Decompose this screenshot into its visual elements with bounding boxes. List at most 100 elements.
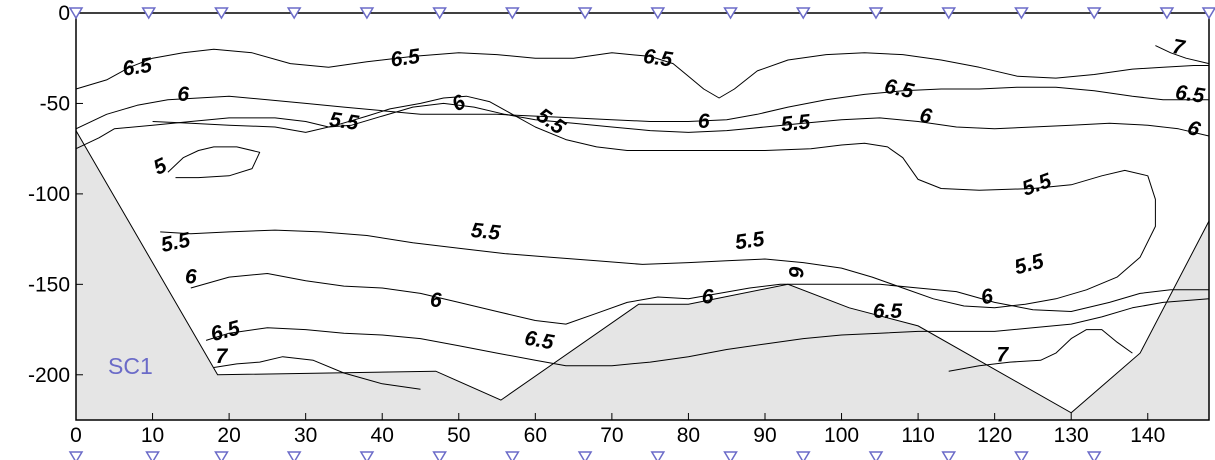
contour-line-5-5 [152,95,1156,309]
station-marker-top [214,7,229,20]
station-marker-top [432,7,447,20]
contour-line-6 [75,102,1210,150]
y-tick-label: -150 [28,273,70,296]
contour-line-7 [948,329,1133,372]
contour-label: 6.5 [389,45,421,72]
station-marker-top [286,7,302,20]
contour-label: 6.5 [523,327,556,355]
x-tick-label: 0 [70,424,82,447]
station-marker-top [941,7,957,20]
station-marker-bottom [505,451,520,460]
contour-label: 5.5 [470,219,502,245]
station-marker-top [141,7,157,20]
contour-label: 6.5 [208,316,242,346]
x-tick-label: 100 [824,424,859,447]
contour-label: 6 [702,285,714,308]
seabed-outline [75,130,1210,414]
x-tick-label: 20 [217,424,240,447]
contour-line-7 [1155,45,1210,65]
x-tick-label: 30 [294,424,317,447]
x-tick-label: 140 [1130,424,1165,447]
contour-label: 6.5 [882,75,916,104]
plot-frame [75,12,1210,421]
station-marker-top [1014,7,1029,20]
station-marker-top [650,7,666,20]
station-marker-top [359,7,375,20]
contour-label: 7 [996,343,1009,366]
x-tick-label: 130 [1054,424,1089,447]
station-marker-bottom [359,451,375,460]
seabed-fill [76,130,1209,420]
station-marker-bottom [68,451,84,460]
x-tick-label: 70 [600,424,623,447]
contour-label: 6.5 [873,300,903,323]
x-tick-label: 60 [524,424,547,447]
station-marker-bottom [577,451,593,460]
y-tick-label: -100 [28,183,70,206]
contour-label: 5.5 [328,108,360,135]
x-tick-label: 110 [901,424,934,447]
contour-label: 5.5 [1019,169,1055,201]
contour-label: 5.5 [780,110,812,136]
x-tick-label: 40 [371,424,394,447]
contour-label: 6.5 [1174,81,1206,108]
contour-line-7 [213,356,421,390]
station-marker-top [1159,7,1175,20]
y-axis: 0 -50 -100 -150 -200 [28,2,83,387]
contour-lines [75,45,1210,390]
station-marker-top [795,7,811,20]
contour-label: 5.5 [734,227,766,254]
contour-line-6-5 [205,298,1210,367]
contour-label: 6 [979,285,995,310]
station-marker-top [505,7,520,20]
contour-label: 7 [216,345,229,368]
contour-label: 5 [150,154,171,180]
y-tick-label: 0 [58,2,70,25]
station-marker-top [577,7,593,20]
x-tick-label: 90 [753,424,776,447]
contour-label: 6 [430,289,442,312]
contour-labels: 6.5 6.5 6.56.5 6.576 65.5 5.5 6 5.5 6 655.55.5 5.5… [121,35,1206,368]
station-marker-top [1086,7,1102,20]
contour-label: 5.5 [159,228,193,257]
x-tick-label: 80 [677,424,700,447]
contour-label: 6 [177,83,189,106]
station-markers [68,7,1215,460]
contour-label: 6 [448,90,469,116]
station-marker-bottom [145,451,160,460]
x-tick-label: 120 [977,424,1012,447]
station-marker-bottom [941,451,957,460]
contour-label: 6 [698,110,710,133]
contour-label: 6 [784,266,807,278]
x-axis: 0 10 20 30 40 50 60 70 80 90 100 110 120 130 140 [70,413,1165,447]
station-marker-bottom [795,451,811,460]
contour-label: 6 [918,104,935,129]
contour-line-6-5 [75,48,1209,99]
station-marker-top [723,7,738,20]
station-marker-top [868,7,884,20]
contour-line-6 [75,86,1209,130]
station-marker-bottom [214,451,229,460]
contour-label: 5.5 [532,104,569,140]
contour-label: 5.5 [1012,249,1046,279]
contour-line-5 [167,146,261,179]
station-label: SC1 [108,353,153,379]
station-marker-top [1201,7,1215,20]
y-tick-label: -50 [40,92,70,115]
x-tick-label: 50 [447,424,470,447]
station-marker-top [68,7,84,20]
x-tick-label: 10 [141,424,164,447]
station-marker-bottom [432,451,447,460]
station-marker-bottom [650,451,666,460]
station-marker-bottom [723,451,738,460]
contour-label: 6.5 [642,45,674,72]
seabed-area [75,130,1210,420]
contour-label: 6 [1184,116,1203,142]
contour-label: 6.5 [121,54,153,81]
station-marker-bottom [1086,451,1102,460]
y-tick-label: -200 [28,364,70,387]
contour-label: 7 [1171,35,1188,60]
station-marker-bottom [1014,451,1029,460]
contour-label: 6 [185,266,197,289]
